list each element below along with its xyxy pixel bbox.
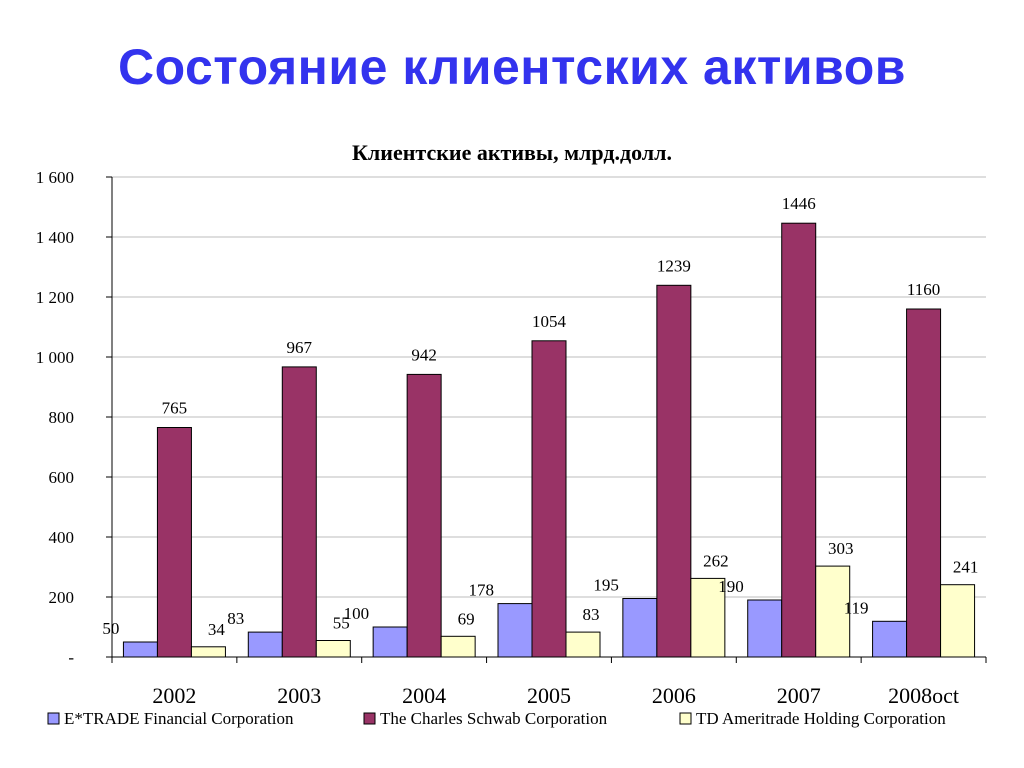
data-label: 1239	[657, 256, 691, 275]
data-label: 942	[411, 345, 437, 364]
chart-title: Клиентские активы, млрд.долл.	[352, 140, 672, 165]
bar	[531, 340, 567, 658]
x-tick-label: 2002	[152, 683, 196, 708]
axes: - 200 400 600 800 1 000 1 200 1 400 1 600 2002 200…	[36, 168, 987, 708]
legend-label: TD Ameritrade Holding Corporation	[696, 709, 946, 728]
x-tick-label: 2008oct	[888, 683, 959, 708]
bar	[656, 284, 692, 658]
bar	[122, 641, 158, 658]
bar	[247, 631, 283, 658]
bar	[315, 640, 351, 658]
slide-title: Состояние клиентских активов	[118, 39, 906, 95]
bar	[690, 577, 726, 658]
legend-swatch	[363, 712, 376, 725]
legend-swatch	[679, 712, 692, 725]
data-label: 1160	[907, 280, 940, 299]
data-label: 55	[333, 614, 350, 633]
bar	[497, 603, 533, 658]
data-label: 83	[227, 609, 244, 628]
data-label: 967	[287, 338, 313, 357]
bar	[940, 584, 976, 658]
y-tick-label: 600	[49, 468, 75, 487]
data-label: 765	[162, 399, 188, 418]
data-labels: 5076534839675510094269178105483195123926…	[102, 194, 978, 639]
y-tick-label: 800	[49, 408, 75, 427]
y-tick-label: 200	[49, 588, 75, 607]
legend-label: The Charles Schwab Corporation	[380, 709, 608, 728]
x-tick-label: 2007	[777, 683, 821, 708]
legend-label: E*TRADE Financial Corporation	[64, 709, 294, 728]
bar	[565, 631, 601, 658]
y-tick-label: 1 200	[36, 288, 74, 307]
data-label: 190	[718, 577, 744, 596]
bar	[372, 626, 408, 658]
x-tick-label: 2003	[277, 683, 321, 708]
y-tick-label: 1 400	[36, 228, 74, 247]
y-tick-label: 400	[49, 528, 75, 547]
bar	[156, 427, 192, 658]
bar	[872, 620, 908, 658]
y-tick-label: -	[68, 648, 74, 667]
bar	[406, 373, 442, 658]
x-tick-label: 2004	[402, 683, 446, 708]
data-label: 1054	[532, 312, 567, 331]
x-tick-label: 2006	[652, 683, 696, 708]
bars	[122, 222, 976, 658]
data-label: 119	[844, 598, 869, 617]
data-label: 178	[469, 581, 495, 600]
data-label: 195	[593, 576, 619, 595]
data-label: 83	[583, 605, 600, 624]
data-label: 100	[344, 604, 370, 623]
data-label: 1446	[782, 194, 816, 213]
bar	[781, 222, 817, 658]
legend: E*TRADE Financial Corporation The Charles…	[47, 709, 946, 728]
data-label: 303	[828, 539, 854, 558]
data-label: 241	[953, 558, 979, 577]
data-label: 34	[208, 620, 226, 639]
bar	[815, 565, 851, 658]
data-label: 50	[102, 619, 119, 638]
data-label: 262	[703, 551, 729, 570]
bar	[622, 598, 658, 658]
bar	[281, 366, 317, 658]
bar	[190, 646, 226, 658]
legend-swatch	[47, 712, 60, 725]
data-label: 69	[458, 609, 475, 628]
y-tick-label: 1 000	[36, 348, 74, 367]
bar	[906, 308, 942, 658]
bar	[747, 599, 783, 658]
x-tick-label: 2005	[527, 683, 571, 708]
y-tick-label: 1 600	[36, 168, 74, 187]
bar	[440, 635, 476, 658]
